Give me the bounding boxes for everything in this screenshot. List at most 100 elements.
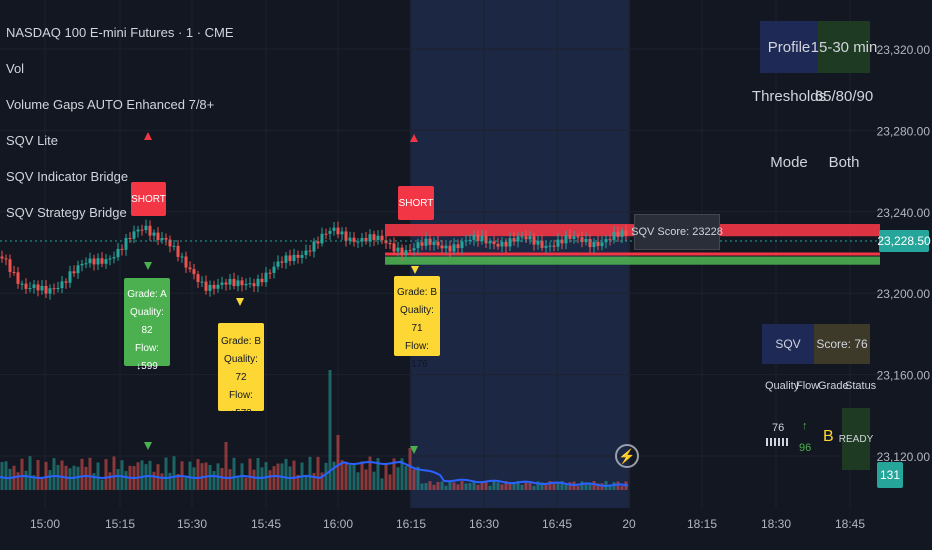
candle-body [188,267,192,270]
price-axis: 23,320.00 23,280.00 23,240.00 23,200.00 23,1… [877,43,931,464]
volume-bar [464,483,468,490]
volume-bar [476,484,480,490]
quality-value: 76 [772,422,785,434]
legend-sqv-strategy-bridge[interactable]: SQV Strategy Bridge [6,205,127,220]
time-tick-label: 15:15 [105,517,135,531]
volume-bar [168,472,172,490]
volume-bar [416,466,420,490]
price-tick-label: 23,240.00 [877,206,931,220]
candle-body [76,265,80,274]
volume-bar [188,461,192,490]
candle-body [620,230,624,237]
current-price-tag: 23,228.50 [877,230,931,252]
volume-bar [564,484,568,490]
volume-bar [520,484,524,490]
volume-bar [492,481,496,490]
volume-bar [252,469,256,490]
candle-body [456,244,460,249]
volume-bar [40,478,44,490]
volume-bar [244,477,248,490]
volume-bar [76,466,80,490]
replay-bolt-icon[interactable]: ⚡ [615,444,639,468]
candle-body [216,284,220,289]
candle-body [404,250,408,256]
candle-body [384,240,388,244]
status-badge: READY [839,408,873,470]
volume-bar [504,481,508,490]
volume-bar [268,470,272,490]
legend-title[interactable]: NASDAQ 100 E-mini Futures · 1 · CME [6,25,234,40]
volume-bar [220,467,224,490]
volume-bar [612,482,616,490]
profile-label: Profile [760,21,818,73]
candle-body [504,241,508,247]
candle-body [236,280,240,287]
volume-bar [512,483,516,490]
volume-bar [232,457,236,490]
volume-bar [16,472,20,490]
quality-meter [766,438,790,446]
legend-vol[interactable]: Vol [6,61,25,76]
thresholds-label: Thresholds [751,87,827,105]
candle-body [424,238,428,246]
short-arrow-1 [144,132,152,140]
volume-bar [468,483,472,490]
volume-bar [420,483,424,490]
candle-body [200,281,204,283]
candle-body [292,254,296,262]
time-axis: 15:00 15:15 15:30 15:45 16:00 16:15 16:30 16:45… [30,517,865,531]
legend-sqv-indicator-bridge[interactable]: SQV Indicator Bridge [6,169,129,184]
candle-body [412,248,416,251]
volume-bar [616,481,620,490]
legend-sqv-lite[interactable]: SQV Lite [6,133,59,148]
time-tick-label: 16:30 [469,517,499,531]
candle-body [448,245,452,252]
time-tick-label: 15:45 [251,517,281,531]
legend-volume-gaps[interactable]: Volume Gaps AUTO Enhanced 7/8+ [6,97,215,112]
time-tick-label: 16:00 [323,517,353,531]
candle-body [468,239,472,241]
volume-bar [440,481,444,490]
volume-bar [368,456,372,490]
volume-bar [536,481,540,490]
candle-body [44,285,48,294]
candle-body [624,230,628,236]
volume-bar [228,469,232,490]
volume-bar [208,465,212,490]
candle-body [272,266,276,273]
candle-body [500,241,504,247]
candle-body [8,259,12,272]
volume-bar [456,484,460,490]
candle-body [124,238,128,250]
candle-body [20,283,24,285]
candle-body [392,243,396,252]
time-tick-label: 18:45 [835,517,865,531]
candle-body [36,284,40,291]
volume-bar [108,472,112,490]
volume-bar [0,462,4,490]
volume-bar [380,478,384,490]
volume-bar [516,481,520,490]
candle-body [228,278,232,285]
volume-bar [340,460,344,490]
price-tick-label: 23,120.00 [877,450,931,464]
candle-body [148,225,152,236]
volume-bar [88,457,92,490]
candle-body [288,255,292,262]
sqv-score: Score: 76 [814,324,870,364]
candle-body [376,235,380,240]
volume-bar [324,462,328,490]
candle-body [488,241,492,244]
volume-bar [20,458,24,490]
volume-bar [196,458,200,490]
signal-2-flow: Flow: ↑573 [229,390,253,419]
candle-body [268,272,272,274]
volume-bar [580,481,584,490]
volume-bar [328,370,332,490]
candle-body [164,237,168,240]
candle-body [436,241,440,246]
volume-bar [120,460,124,490]
candle-body [16,272,20,284]
candle-body [28,288,32,290]
